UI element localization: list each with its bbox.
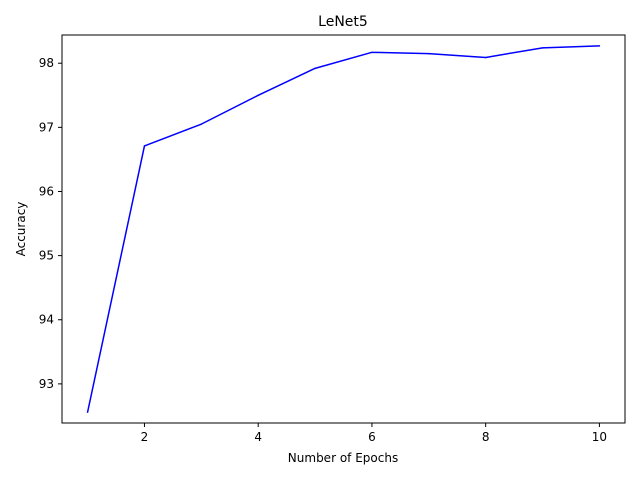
- plot-frame: [61, 34, 626, 424]
- data-point: [143, 145, 146, 147]
- data-point: [200, 123, 203, 125]
- y-tick-label: 95: [39, 249, 54, 263]
- chart-title: LeNet5: [318, 14, 368, 30]
- x-tick-label: 2: [141, 430, 149, 444]
- data-point: [86, 411, 89, 413]
- x-tick-label: 6: [368, 430, 376, 444]
- data-point: [428, 52, 430, 55]
- y-axis-label: Accuracy: [14, 202, 28, 257]
- data-point: [598, 45, 601, 47]
- y-tick-label: 94: [39, 313, 54, 327]
- y-tick-label: 97: [39, 120, 54, 134]
- series-line: [86, 45, 600, 413]
- x-axis-ticks: 2 4 6 8 10: [141, 423, 607, 444]
- x-tick-label: 10: [592, 430, 607, 444]
- data-point: [371, 51, 373, 54]
- series-layer: [86, 45, 601, 413]
- y-axis-ticks: 93 94 95 96 97 98: [39, 56, 62, 391]
- y-tick-label: 96: [39, 184, 54, 198]
- data-point: [314, 67, 316, 70]
- plot-area: 2 4 6 8 10 93 94 95 96 97 98: [39, 34, 626, 444]
- data-point: [541, 47, 544, 49]
- y-tick-label: 93: [39, 377, 54, 391]
- x-tick-label: 4: [254, 430, 262, 444]
- data-point: [257, 94, 259, 97]
- x-tick-label: 8: [482, 430, 490, 444]
- data-point: [484, 56, 487, 59]
- y-tick-label: 98: [39, 56, 54, 70]
- x-axis-label: Number of Epochs: [288, 451, 398, 465]
